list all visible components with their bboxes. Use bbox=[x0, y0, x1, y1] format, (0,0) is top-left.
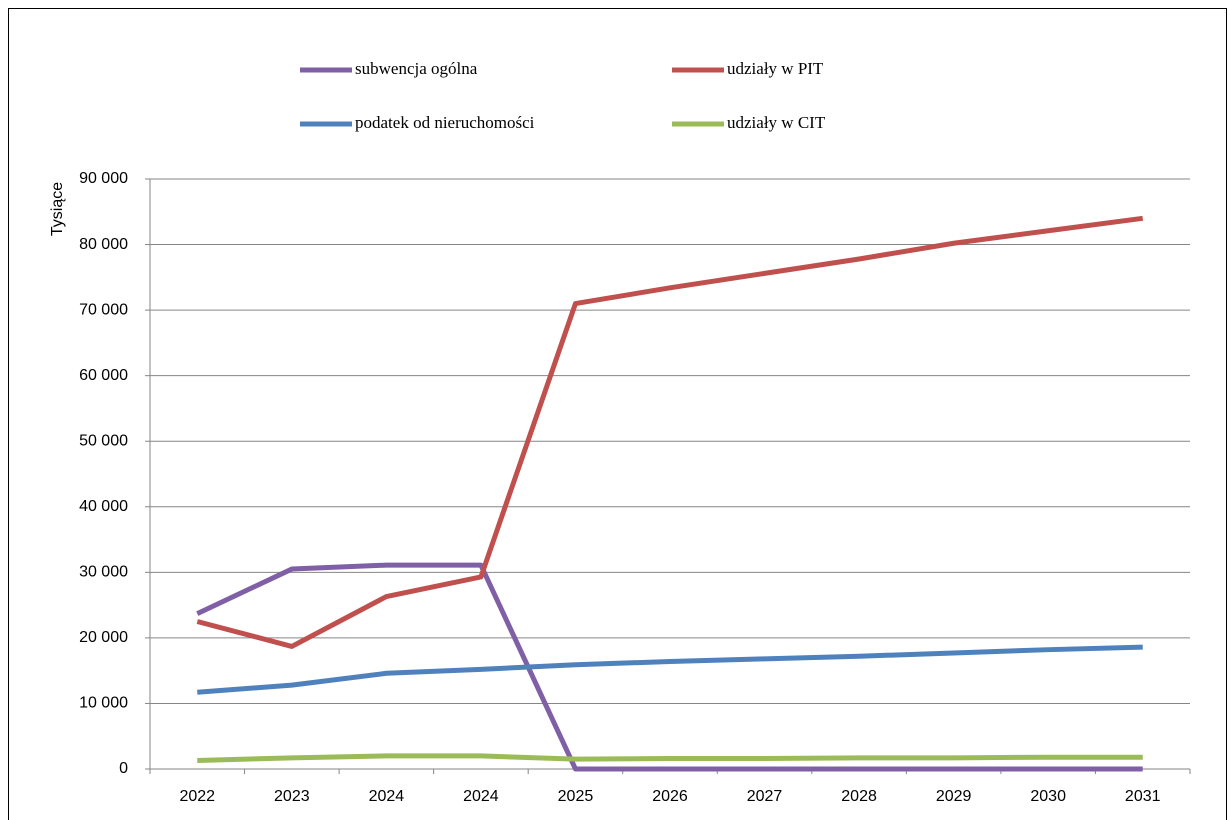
legend-label: subwencja ogólna bbox=[355, 59, 478, 78]
x-tick-label: 2025 bbox=[558, 788, 594, 805]
x-tick-label: 2024 bbox=[369, 788, 405, 805]
x-tick-label: 2022 bbox=[179, 788, 215, 805]
y-tick-label: 90 000 bbox=[79, 170, 128, 187]
legend-label: udziały w PIT bbox=[727, 59, 824, 78]
y-tick-label: 70 000 bbox=[79, 301, 128, 318]
series-line bbox=[196, 562, 1143, 772]
legend-label: podatek od nieruchomości bbox=[355, 113, 535, 132]
series-line bbox=[197, 753, 1143, 763]
y-tick-label: 80 000 bbox=[79, 236, 128, 253]
x-tick-label: 2027 bbox=[747, 788, 783, 805]
series-line bbox=[197, 644, 1143, 695]
y-tick-label: 20 000 bbox=[79, 629, 128, 646]
x-tick-label: 2026 bbox=[652, 788, 688, 805]
x-tick-label: 2031 bbox=[1125, 788, 1161, 805]
x-tick-label: 2024 bbox=[463, 788, 499, 805]
x-tick-label: 2030 bbox=[1030, 788, 1066, 805]
x-tick-label: 2028 bbox=[841, 788, 877, 805]
y-axis-label: Tysiące bbox=[49, 182, 66, 236]
y-tick-label: 50 000 bbox=[79, 432, 128, 449]
y-tick-label: 60 000 bbox=[79, 367, 128, 384]
x-tick-label: 2029 bbox=[936, 788, 972, 805]
frame bbox=[8, 8, 1227, 820]
y-tick-label: 30 000 bbox=[79, 564, 128, 581]
x-tick-label: 2023 bbox=[274, 788, 310, 805]
y-tick-label: 10 000 bbox=[79, 695, 128, 712]
y-tick-label: 40 000 bbox=[79, 498, 128, 515]
series-line bbox=[196, 215, 1144, 649]
y-tick-label: 0 bbox=[119, 760, 128, 777]
legend-label: udziały w CIT bbox=[727, 113, 826, 132]
